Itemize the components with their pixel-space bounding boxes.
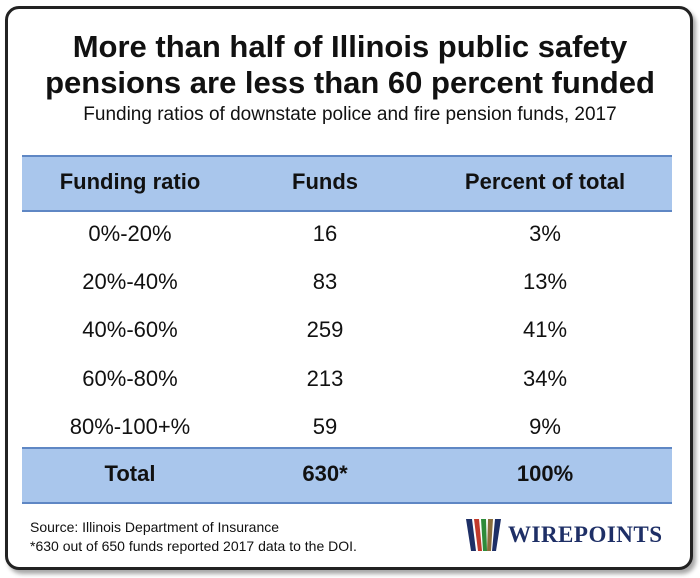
source-note: Source: Illinois Department of Insurance… [30,518,357,556]
total-band [22,447,672,504]
table-cell: 16 [312,221,338,246]
table-cell: 40%-60% [82,317,178,342]
table-cell: 3% [529,221,561,246]
header-band [22,155,672,212]
table-cell: 80%-100+% [69,414,191,439]
chart-title-line-1: More than half of Illinois public safety [72,29,628,64]
table-cell: 59 [312,414,338,439]
table-cell: 213 [306,366,344,391]
table-cell: 13% [522,269,568,294]
table-cell: 9% [529,414,561,439]
table-cell: 60%-80% [82,366,178,391]
source-text: Source: Illinois Department of Insurance [30,519,280,535]
table-cell: 20%-40% [82,269,178,294]
table-cell: 83 [312,269,338,294]
table-cell: 0%-20% [88,221,172,246]
chart-title-line-2: pensions are less than 60 percent funded [45,65,655,100]
logo-mark-icon [466,519,501,551]
footnote-text: *630 out of 650 funds reported 2017 data… [30,538,357,554]
column-header: Percent of total [464,169,626,194]
table-cell: 259 [306,317,344,342]
table-cell: 41% [522,317,568,342]
wirepoints-logo: WIREPOINTS [462,515,677,555]
total-cell: 630* [302,461,348,486]
column-header: Funding ratio [59,169,201,194]
total-cell: Total [104,461,156,486]
table-cell: 34% [522,366,568,391]
chart-subtitle: Funding ratios of downstate police and f… [83,104,617,125]
column-header: Funds [292,169,358,194]
total-cell: 100% [516,461,574,486]
logo-text: WIREPOINTS [508,522,663,547]
